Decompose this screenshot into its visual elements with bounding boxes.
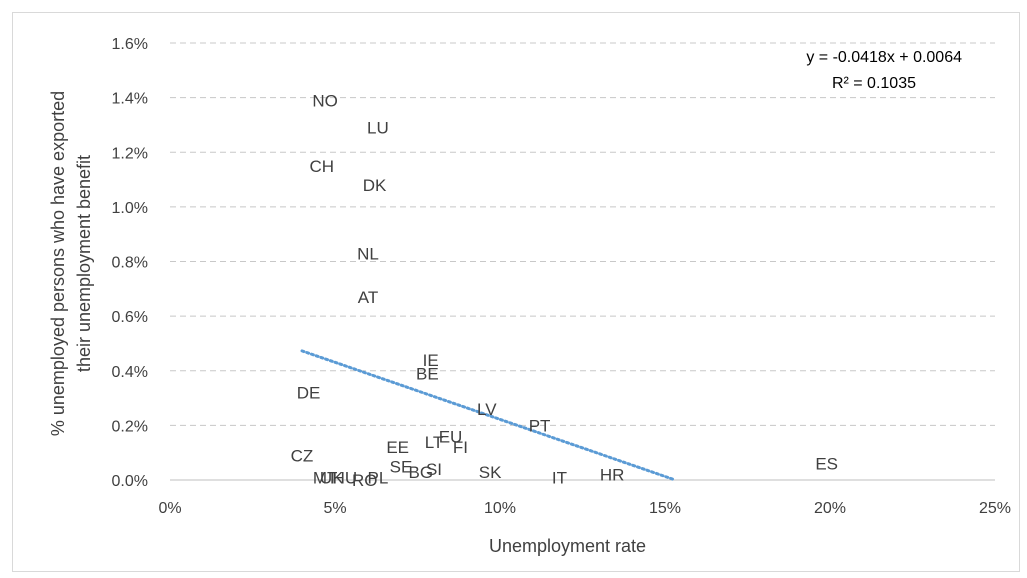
data-point-uk: UK bbox=[320, 468, 344, 487]
x-tick-label: 25% bbox=[979, 500, 1011, 517]
data-point-it: IT bbox=[552, 468, 567, 487]
trendline bbox=[300, 349, 677, 482]
data-point-bg: BG bbox=[409, 463, 434, 482]
data-point-hu: HU bbox=[333, 468, 358, 487]
data-point-dk: DK bbox=[363, 176, 387, 195]
y-tick-label: 0.2% bbox=[112, 418, 148, 435]
data-point-de: DE bbox=[297, 384, 321, 403]
data-point-sk: SK bbox=[479, 463, 502, 482]
data-point-lv: LV bbox=[477, 400, 497, 419]
data-point-lt: LT bbox=[425, 433, 444, 452]
y-axis-title: % unemployed persons who have exported th… bbox=[48, 91, 94, 436]
y-tick-label: 1.2% bbox=[112, 145, 148, 162]
data-point-es: ES bbox=[815, 455, 838, 474]
x-tick-label: 5% bbox=[323, 500, 346, 517]
y-tick-label: 1.6% bbox=[112, 36, 148, 53]
y-tick-label: 0.6% bbox=[112, 309, 148, 326]
data-point-pt: PT bbox=[529, 416, 551, 435]
data-point-pl: PL bbox=[368, 468, 389, 487]
data-point-lu: LU bbox=[367, 119, 389, 138]
data-point-eu: EU bbox=[439, 427, 463, 446]
data-point-si: SI bbox=[426, 460, 442, 479]
y-tick-label: 1.0% bbox=[112, 200, 148, 217]
data-point-ee: EE bbox=[386, 438, 409, 457]
data-point-se: SE bbox=[390, 457, 413, 476]
y-tick-label: 1.4% bbox=[112, 91, 148, 108]
y-tick-label: 0.4% bbox=[112, 364, 148, 381]
x-tick-label: 10% bbox=[484, 500, 516, 517]
x-axis-ticks: 0% 5% 10% 15% 20% 25% bbox=[158, 500, 1011, 517]
chart-frame bbox=[12, 12, 1020, 572]
y-axis-ticks: 0.0% 0.2% 0.4% 0.6% 0.8% 1.0% 1.2% 1.4% 1.6% bbox=[112, 36, 148, 490]
data-point-fi: FI bbox=[453, 438, 468, 457]
x-tick-label: 15% bbox=[649, 500, 681, 517]
data-point-ch: CH bbox=[310, 157, 335, 176]
gridlines bbox=[170, 42, 995, 426]
data-point-nl: NL bbox=[357, 244, 379, 263]
data-point-cz: CZ bbox=[291, 446, 314, 465]
y-axis-title-line: their unemployment benefit bbox=[74, 155, 94, 372]
x-axis-title: Unemployment rate bbox=[489, 536, 646, 556]
data-point-hr: HR bbox=[600, 466, 625, 485]
x-tick-label: 20% bbox=[814, 500, 846, 517]
data-point-ie: IE bbox=[423, 351, 439, 370]
data-point-at: AT bbox=[358, 288, 378, 307]
data-point-ro: RO bbox=[352, 471, 378, 490]
y-axis-title-line: % unemployed persons who have exported bbox=[48, 91, 68, 436]
trendline-equation: y = -0.0418x + 0.0064 bbox=[806, 49, 962, 66]
data-point-no: NO bbox=[312, 91, 338, 110]
data-point-mt: MT bbox=[313, 468, 338, 487]
data-point-be: BE bbox=[416, 364, 439, 383]
y-tick-label: 0.8% bbox=[112, 255, 148, 272]
trendline-r-squared: R² = 0.1035 bbox=[832, 75, 916, 92]
x-tick-label: 0% bbox=[158, 500, 181, 517]
y-tick-label: 0.0% bbox=[112, 473, 148, 490]
